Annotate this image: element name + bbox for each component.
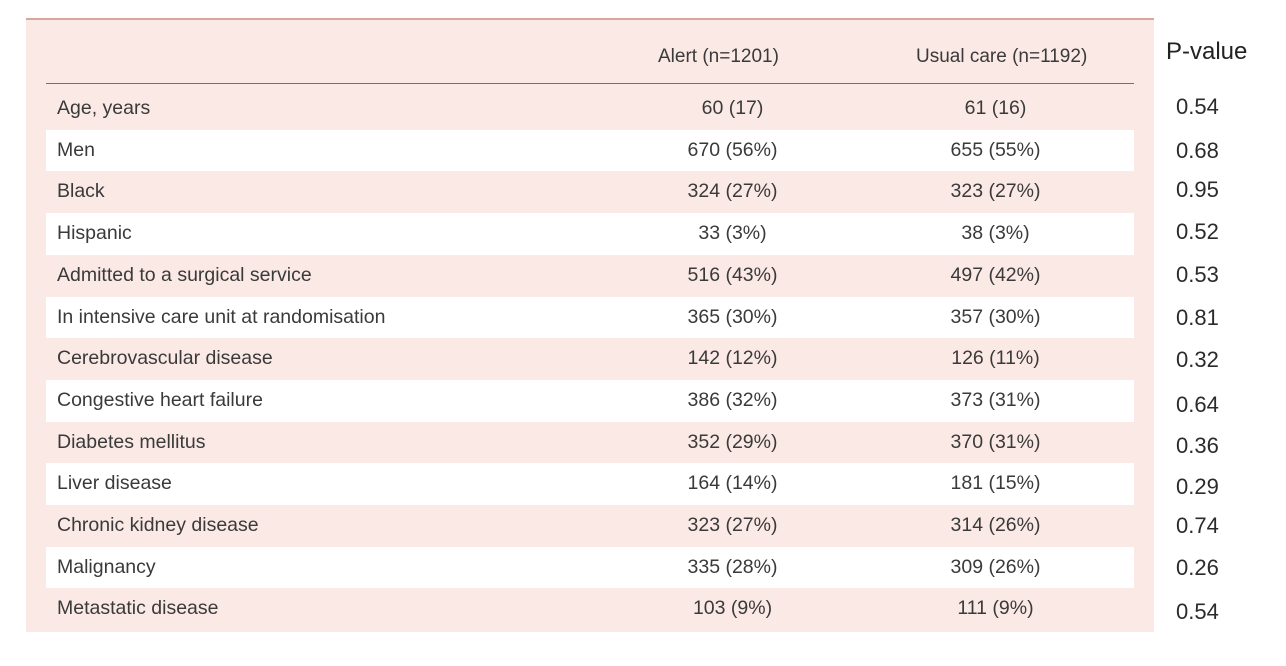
table-row: Age, years 60 (17) 61 (16) <box>46 88 1134 130</box>
alert-value: 324 (27%) <box>687 180 778 203</box>
row-label: Admitted to a surgical service <box>57 263 312 286</box>
alert-value: 323 (27%) <box>687 514 778 536</box>
row-label: Men <box>57 138 95 161</box>
alert-value: 352 (29%) <box>687 430 778 453</box>
pvalue: 0.29 <box>1176 474 1219 499</box>
usual-care-value: 655 (55%) <box>950 138 1041 161</box>
usual-care-value: 126 (11%) <box>951 347 1040 370</box>
usual-care-value: 357 (30%) <box>950 305 1041 328</box>
pvalue: 0.36 <box>1176 433 1219 458</box>
table-row: Admitted to a surgical service 516 (43%) 4… <box>46 255 1134 297</box>
pvalue: 0.32 <box>1176 347 1219 372</box>
pvalue: 0.68 <box>1176 138 1219 163</box>
pvalue-column-header: P-value <box>1166 38 1248 65</box>
usual-care-value: 111 (9%) <box>957 597 1034 620</box>
usual-care-value: 181 (15%) <box>950 472 1041 495</box>
row-label: Metastatic disease <box>57 597 219 620</box>
pvalue: 0.52 <box>1176 219 1219 244</box>
table-row: Black 324 (27%) 323 (27%) <box>46 171 1134 213</box>
pvalue: 0.81 <box>1176 305 1219 330</box>
row-label: Hispanic <box>57 222 132 245</box>
table-row: Diabetes mellitus 352 (29%) 370 (31%) <box>46 422 1134 464</box>
row-label: Malignancy <box>57 555 156 578</box>
alert-value: 103 (9%) <box>692 597 773 620</box>
table-row: Hispanic 33 (3%) 38 (3%) <box>46 213 1134 255</box>
pvalue: 0.26 <box>1176 555 1219 580</box>
row-label: Black <box>57 180 105 203</box>
alert-value: 142 (12%) <box>687 347 778 370</box>
pvalue: 0.64 <box>1176 392 1219 417</box>
table-row: Cerebrovascular disease 142 (12%) 126 (11%… <box>46 338 1134 380</box>
table-row: Metastatic disease 103 (9%) 111 (9%) <box>46 588 1134 630</box>
pvalue: 0.95 <box>1176 177 1219 202</box>
row-label: Liver disease <box>57 472 172 495</box>
alert-value: 164 (14%) <box>687 472 778 495</box>
usual-care-value: 370 (31%) <box>950 430 1041 453</box>
usual-care-value: 323 (27%) <box>950 180 1041 203</box>
table-row: In intensive care unit at randomisation 3… <box>46 296 1134 339</box>
table-row: Chronic kidney disease 323 (27%) 314 (26%) <box>46 505 1134 547</box>
row-label: Congestive heart failure <box>57 388 263 411</box>
row-label: Chronic kidney disease <box>57 514 259 536</box>
alert-value: 33 (3%) <box>698 222 767 245</box>
table-row: Malignancy 335 (28%) 309 (26%) <box>46 546 1134 589</box>
alert-value: 365 (30%) <box>687 305 778 328</box>
table-header-row: Alert (n=1201) Usual care (n=1192) <box>26 20 1154 84</box>
table-row: Liver disease 164 (14%) 181 (15%) <box>46 463 1134 505</box>
alert-value: 670 (56%) <box>687 138 778 161</box>
usual-care-value: 497 (42%) <box>950 263 1041 286</box>
usual-care-value: 314 (26%) <box>950 514 1041 536</box>
usual-care-value: 61 (16) <box>964 97 1027 119</box>
column-header-alert: Alert (n=1201) <box>658 46 779 67</box>
alert-value: 386 (32%) <box>687 388 778 411</box>
table-row: Men 670 (56%) 655 (55%) <box>46 129 1134 172</box>
column-header-usual-care: Usual care (n=1192) <box>916 46 1088 67</box>
table-row: Congestive heart failure 386 (32%) 373 (31… <box>46 379 1134 422</box>
pvalue: 0.74 <box>1176 513 1219 538</box>
header-divider <box>46 83 1134 84</box>
pvalue: 0.54 <box>1176 94 1219 119</box>
pvalue: 0.54 <box>1176 599 1219 624</box>
row-label: Diabetes mellitus <box>57 430 206 453</box>
alert-value: 60 (17) <box>701 97 764 119</box>
usual-care-value: 309 (26%) <box>950 555 1041 578</box>
pvalue: 0.53 <box>1176 262 1219 287</box>
alert-value: 335 (28%) <box>687 555 778 578</box>
row-label: Age, years <box>57 97 151 119</box>
row-label: In intensive care unit at randomisation <box>57 305 386 328</box>
alert-value: 516 (43%) <box>687 263 778 286</box>
usual-care-value: 38 (3%) <box>961 222 1030 245</box>
usual-care-value: 373 (31%) <box>950 388 1041 411</box>
baseline-characteristics-table: Alert (n=1201) Usual care (n=1192) Age, … <box>26 18 1154 632</box>
row-label: Cerebrovascular disease <box>57 347 273 370</box>
